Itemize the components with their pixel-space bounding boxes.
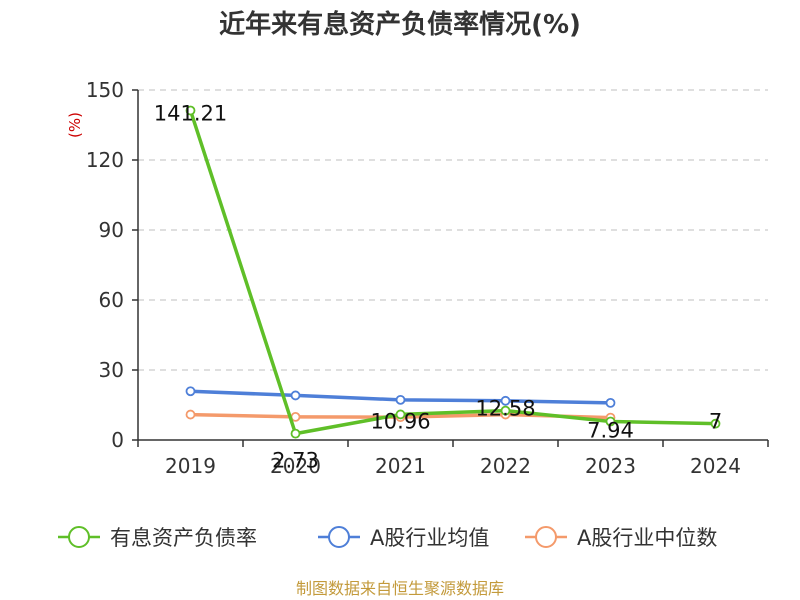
y-axis-label: (%): [66, 112, 84, 138]
source-note: 制图数据来自恒生聚源数据库: [296, 579, 504, 598]
data-label: 141.21: [154, 102, 227, 126]
data-point: [290, 428, 301, 439]
data-point: [605, 397, 616, 408]
data-point: [290, 390, 301, 401]
legend: 有息资产负债率 A股行业均值 A股行业中位数: [58, 526, 717, 550]
data-point: [395, 409, 406, 420]
legend-label: 有息资产负债率: [110, 526, 257, 550]
axes: 0 30 60 90 120 150 2019 2020 2021 2022 2023 2024: [86, 78, 769, 478]
data-label: 10.96: [370, 409, 430, 433]
y-tick-label: 90: [99, 218, 124, 242]
data-point: [710, 418, 721, 429]
legend-marker: [328, 526, 350, 548]
x-tick-label: 2019: [165, 454, 216, 478]
series-0: [185, 105, 721, 439]
legend-marker: [535, 526, 557, 548]
x-tick-label: 2020: [270, 454, 321, 478]
legend-label: A股行业均值: [370, 526, 489, 550]
legend-item: A股行业中位数: [525, 526, 717, 550]
data-point: [185, 409, 196, 420]
data-point: [500, 395, 511, 406]
legend-item: A股行业均值: [318, 526, 489, 550]
y-tick-label: 30: [99, 358, 124, 382]
y-tick-label: 120: [86, 148, 124, 172]
series-1: [185, 386, 616, 408]
data-point: [605, 416, 616, 427]
data-labels: 141.21 2.73 10.96 12.58 7.94 7: [154, 102, 722, 473]
series-line: [188, 109, 716, 436]
x-tick-label: 2022: [480, 454, 531, 478]
y-tick-label: 60: [99, 288, 124, 312]
legend-marker: [68, 526, 90, 548]
gridlines: [138, 89, 768, 371]
legend-label: A股行业中位数: [577, 526, 717, 550]
data-point: [185, 105, 196, 116]
data-label: 7: [709, 410, 722, 434]
legend-item: 有息资产负债率: [58, 526, 257, 550]
x-tick-label: 2023: [585, 454, 636, 478]
x-tick-label: 2024: [690, 454, 741, 478]
data-label: 2.73: [272, 449, 319, 473]
y-tick-label: 0: [111, 428, 124, 452]
data-label: 7.94: [587, 418, 634, 442]
data-label: 12.58: [475, 397, 535, 421]
chart-title: 近年来有息资产负债率情况(%): [219, 9, 581, 40]
data-point: [395, 394, 406, 405]
x-tick-label: 2021: [375, 454, 426, 478]
y-tick-label: 150: [86, 78, 124, 102]
series-group: [185, 105, 721, 439]
data-point: [500, 405, 511, 416]
data-point: [185, 386, 196, 397]
